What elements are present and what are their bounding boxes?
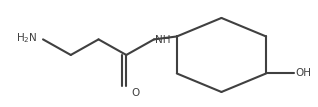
Text: OH: OH [296,68,312,78]
Text: NH: NH [155,36,170,45]
Text: H$_2$N: H$_2$N [16,31,37,45]
Text: O: O [131,88,140,98]
